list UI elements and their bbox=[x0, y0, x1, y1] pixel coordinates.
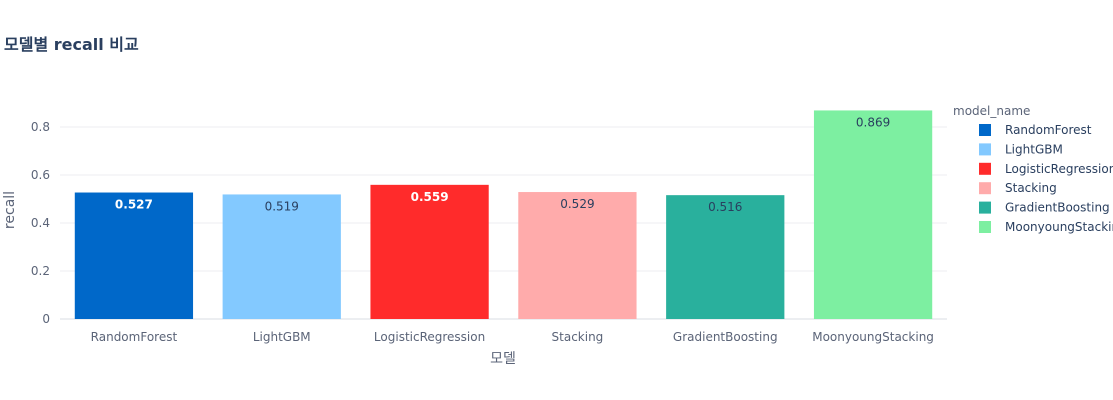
legend-entry[interactable]: LogisticRegression bbox=[1005, 162, 1113, 176]
legend-entry[interactable]: Stacking bbox=[1005, 181, 1057, 195]
bar-LogisticRegression[interactable] bbox=[370, 184, 489, 319]
legend-swatch[interactable] bbox=[979, 143, 991, 156]
legend-entry[interactable]: MoonyoungStackin bbox=[1005, 220, 1113, 234]
bar-RandomForest[interactable] bbox=[74, 192, 194, 319]
x-tick-label: GradientBoosting bbox=[673, 330, 778, 344]
legend-title: model_name bbox=[953, 104, 1030, 118]
y-tick-label: 0 bbox=[42, 312, 50, 326]
data-label: 0.559 bbox=[411, 190, 449, 204]
grid-lines bbox=[60, 126, 947, 320]
y-tick-label: 0.8 bbox=[31, 120, 50, 134]
legend-entry[interactable]: GradientBoosting bbox=[1005, 201, 1110, 215]
x-tick-label: RandomForest bbox=[91, 330, 178, 344]
y-tick-label: 0.4 bbox=[31, 216, 50, 230]
data-label: 0.527 bbox=[115, 198, 153, 212]
x-tick-label: Stacking bbox=[552, 330, 604, 344]
x-tick-label: MoonyoungStacking bbox=[812, 330, 934, 344]
x-tick-label: LightGBM bbox=[253, 330, 311, 344]
legend: RandomForest LightGBM LogisticRegression St… bbox=[979, 123, 1113, 234]
bars: 0.527 0.519 0.559 0.529 0.516 0.869 bbox=[74, 110, 933, 319]
data-label: 0.516 bbox=[708, 200, 742, 214]
bar-MoonyoungStacking[interactable] bbox=[813, 110, 933, 319]
y-axis-ticks: 0 0.2 0.4 0.6 0.8 bbox=[31, 120, 50, 326]
legend-swatch[interactable] bbox=[979, 182, 991, 195]
data-label: 0.529 bbox=[560, 197, 594, 211]
legend-swatch[interactable] bbox=[979, 201, 991, 214]
bar-Stacking[interactable] bbox=[518, 192, 637, 319]
legend-entry[interactable]: LightGBM bbox=[1005, 142, 1063, 156]
chart-title: 모델별 recall 비교 bbox=[4, 35, 139, 54]
legend-swatch[interactable] bbox=[979, 124, 991, 136]
bar-GradientBoosting[interactable] bbox=[666, 195, 785, 319]
data-label: 0.869 bbox=[856, 115, 890, 129]
legend-swatch[interactable] bbox=[979, 221, 991, 233]
x-axis-ticks: RandomForest LightGBM LogisticRegression St… bbox=[91, 330, 934, 344]
bar-LightGBM[interactable] bbox=[222, 194, 341, 319]
data-label: 0.519 bbox=[265, 199, 299, 213]
legend-entry[interactable]: RandomForest bbox=[1005, 123, 1092, 137]
legend-swatch[interactable] bbox=[979, 162, 991, 175]
y-axis-label: recall bbox=[2, 191, 18, 229]
y-tick-label: 0.6 bbox=[31, 168, 50, 182]
x-tick-label: LogisticRegression bbox=[374, 330, 485, 344]
y-tick-label: 0.2 bbox=[31, 264, 50, 278]
x-axis-label: 모델 bbox=[490, 351, 516, 367]
